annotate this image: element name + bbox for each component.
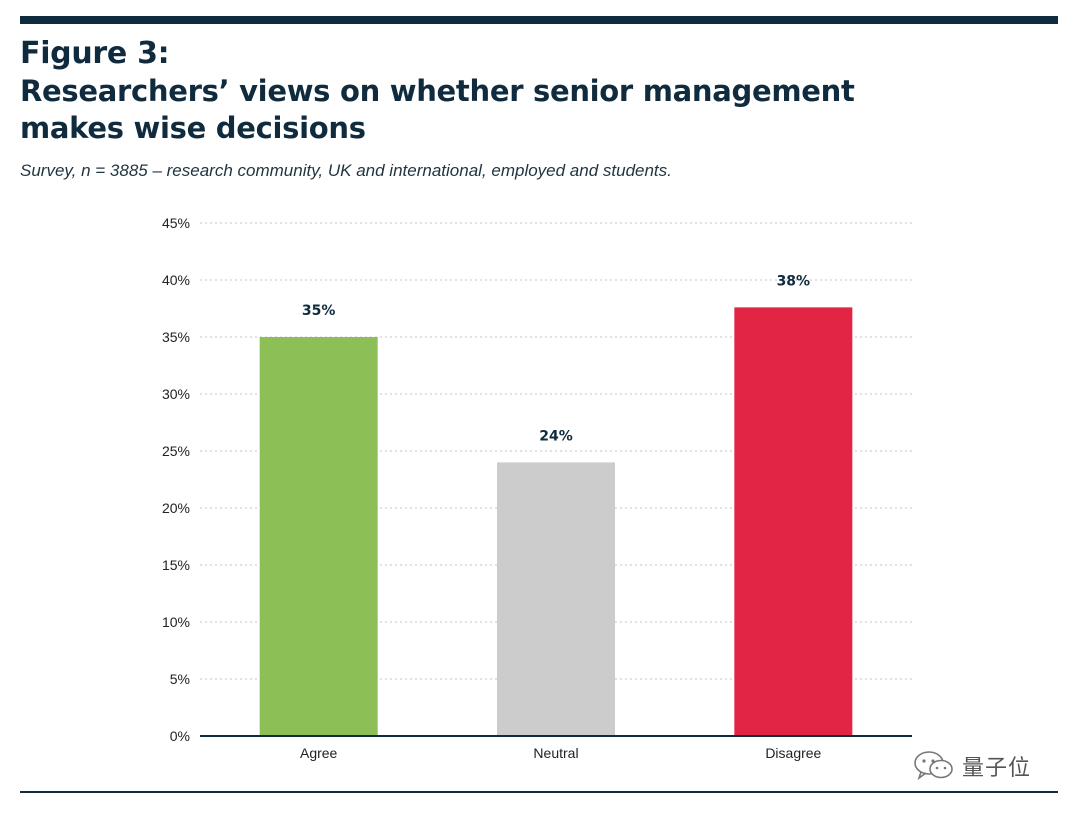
y-tick-label: 35% xyxy=(162,329,190,345)
y-tick-label: 45% xyxy=(162,215,190,231)
bar-neutral xyxy=(497,462,615,736)
bottom-rule xyxy=(20,791,1058,793)
chart-title: Researchers’ views on whether senior man… xyxy=(20,74,855,145)
y-tick-label: 25% xyxy=(162,443,190,459)
bar-agree xyxy=(259,337,378,736)
y-tick-label: 20% xyxy=(162,500,190,516)
y-tick-label: 40% xyxy=(162,272,190,288)
y-axis-ticks: 0% 5% 10% 15% 20% 25% 30% 35% 40% 45% xyxy=(162,215,190,744)
category-label-agree: Agree xyxy=(300,745,338,761)
y-tick-label: 0% xyxy=(170,728,190,744)
y-tick-label: 5% xyxy=(170,671,190,687)
category-label-neutral: Neutral xyxy=(533,745,578,761)
category-label-disagree: Disagree xyxy=(765,745,821,761)
data-label-neutral: 24% xyxy=(539,428,573,444)
wechat-icon xyxy=(914,751,953,781)
x-axis-categories: Agree Neutral Disagree xyxy=(300,745,822,761)
bar-disagree xyxy=(734,307,853,736)
y-tick-label: 15% xyxy=(162,557,190,573)
watermark-text: 量子位 xyxy=(962,756,1032,781)
data-labels: 35% 24% 38% xyxy=(302,273,810,444)
data-label-agree: 35% xyxy=(302,303,336,319)
figure-label: Figure 3: xyxy=(20,36,170,71)
data-label-disagree: 38% xyxy=(777,273,811,289)
y-tick-label: 30% xyxy=(162,386,190,402)
top-rule xyxy=(20,16,1058,24)
bars xyxy=(259,307,853,736)
watermark: 量子位 xyxy=(912,750,1031,782)
chart-subtitle: Survey, n = 3885 – research community, U… xyxy=(20,161,672,180)
y-tick-label: 10% xyxy=(162,614,190,630)
